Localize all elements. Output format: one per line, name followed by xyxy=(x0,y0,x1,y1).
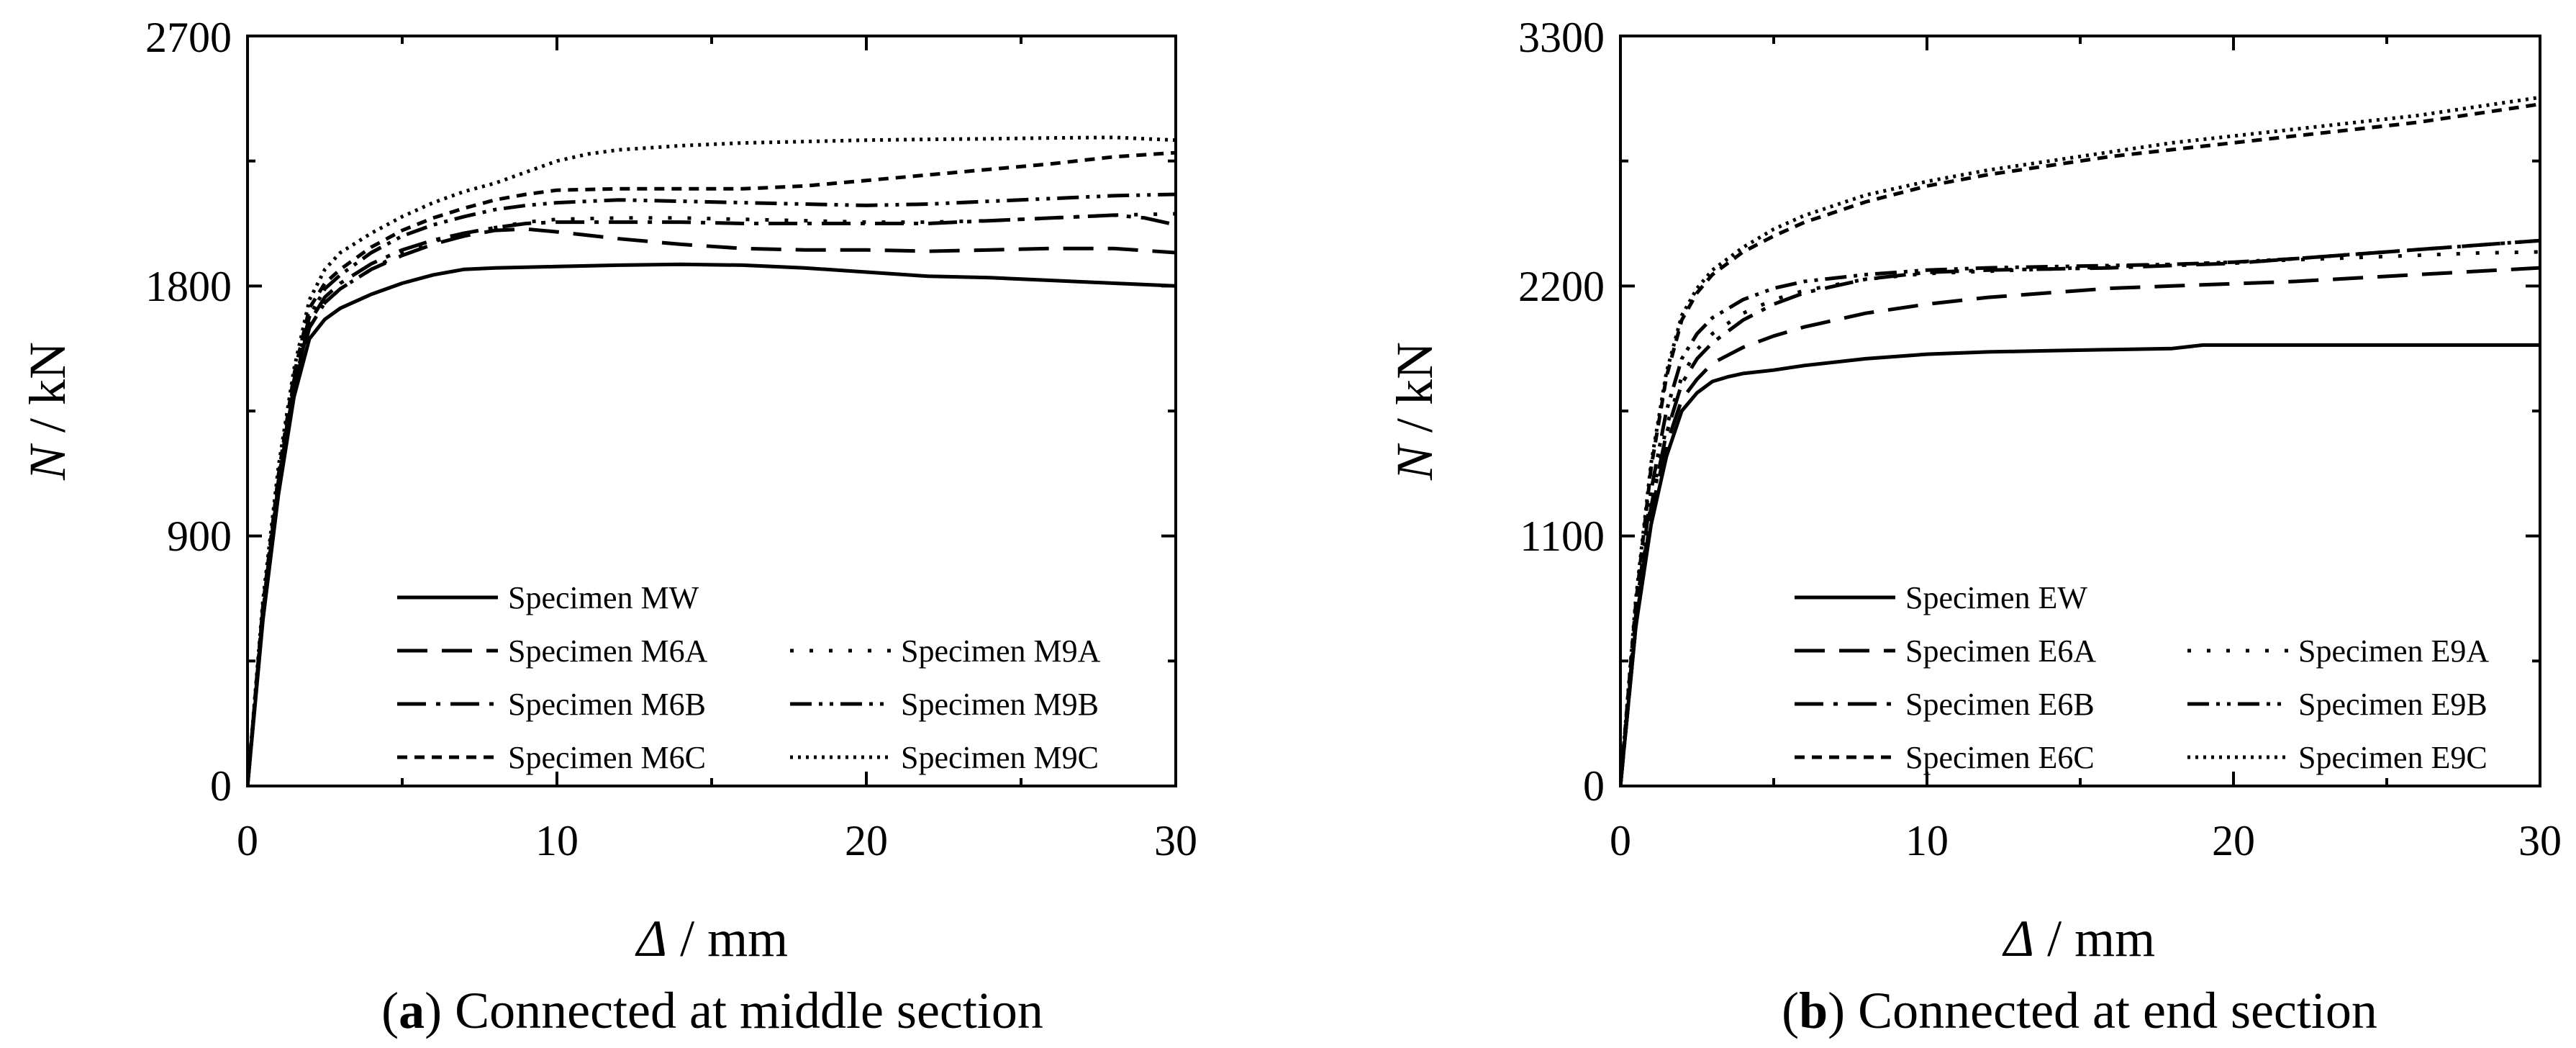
legend-label-specimen-e9c: Specimen E9C xyxy=(2298,740,2487,775)
legend-label-specimen-e9a: Specimen E9A xyxy=(2298,633,2489,669)
y-axis-title-b: N / kN xyxy=(1386,342,1443,481)
x-axis-title-a: Δ / mm xyxy=(635,910,788,967)
legend-item-specimen-m9a: Specimen M9A xyxy=(790,633,1101,669)
legend-label-specimen-e6c: Specimen E6C xyxy=(1905,740,2095,775)
y-tick-label-a-3: 2700 xyxy=(145,14,232,61)
caption-text-b: Connected at end section xyxy=(1858,982,2377,1039)
legend-label-specimen-e9b: Specimen E9B xyxy=(2298,687,2487,722)
series-line-specimen-ew xyxy=(1620,343,2540,786)
caption-text-a: Connected at middle section xyxy=(455,982,1043,1039)
series-line-specimen-m9b xyxy=(248,192,1176,786)
legend-b: Specimen EW Specimen E6A Specimen E6B Speci… xyxy=(1795,580,2489,775)
legend-item-specimen-e9b: Specimen E9B xyxy=(2187,687,2487,722)
legend-label-specimen-e6b: Specimen E6B xyxy=(1905,687,2095,722)
legend-a: Specimen MW Specimen M6A Specimen M6B Speci… xyxy=(397,580,1101,775)
series-line-specimen-e9a xyxy=(1620,250,2540,786)
caption-b: (b) Connected at end section xyxy=(1782,982,2377,1039)
legend-item-specimen-ew: Specimen EW xyxy=(1795,580,2087,615)
x-axis-symbol-a: Δ xyxy=(635,910,667,967)
legend-label-specimen-m6c: Specimen M6C xyxy=(508,740,706,775)
y-axis-symbol-b: N xyxy=(1386,443,1443,481)
x-axis-title-b: Δ / mm xyxy=(2002,910,2155,967)
y-tick-label-b-0: 0 xyxy=(1583,762,1605,810)
x-axis-unit-b: / mm xyxy=(2034,910,2155,967)
y-axis-title-a: N / kN xyxy=(19,342,76,481)
series-line-specimen-e9b xyxy=(1620,238,2540,786)
ticks-group-a xyxy=(246,35,1177,787)
y-axis-unit-a: / kN xyxy=(19,342,76,446)
series-group-b xyxy=(1620,95,2540,786)
legend-item-specimen-e9c: Specimen E9C xyxy=(2187,740,2487,775)
legend-label-specimen-m9b: Specimen M9B xyxy=(901,687,1099,722)
legend-label-specimen-m9c: Specimen M9C xyxy=(901,740,1099,775)
legend-label-specimen-m9a: Specimen M9A xyxy=(901,633,1101,669)
legend-label-specimen-m6b: Specimen M6B xyxy=(508,687,706,722)
chart-panel-b: 0 10 20 30 0 1100 2200 3300 Δ / mm N / k… xyxy=(1386,14,2562,1039)
caption-label-a: a xyxy=(399,982,425,1039)
y-tick-label-b-3: 3300 xyxy=(1518,14,1605,61)
x-tick-label-a-1: 10 xyxy=(535,817,579,864)
y-axis-unit-b: / kN xyxy=(1386,342,1443,446)
x-tick-label-b-0: 0 xyxy=(1610,817,1631,864)
ticks-group-b xyxy=(1619,35,2541,787)
legend-label-specimen-ew: Specimen EW xyxy=(1905,580,2087,615)
series-group-a xyxy=(248,135,1176,786)
y-tick-label-b-1: 1100 xyxy=(1520,512,1605,560)
legend-item-specimen-e6b: Specimen E6B xyxy=(1795,687,2095,722)
legend-item-specimen-e6a: Specimen E6A xyxy=(1795,633,2096,669)
x-tick-label-a-3: 30 xyxy=(1154,817,1197,864)
legend-item-specimen-m6c: Specimen M6C xyxy=(397,740,706,775)
x-axis-unit-a: / mm xyxy=(667,910,788,967)
legend-item-specimen-m9b: Specimen M9B xyxy=(790,687,1099,722)
legend-item-specimen-e6c: Specimen E6C xyxy=(1795,740,2095,775)
legend-item-specimen-m6b: Specimen M6B xyxy=(397,687,706,722)
y-tick-label-a-1: 900 xyxy=(167,512,232,560)
x-tick-label-a-2: 20 xyxy=(845,817,888,864)
legend-item-specimen-m9c: Specimen M9C xyxy=(790,740,1099,775)
x-tick-label-a-0: 0 xyxy=(237,817,258,864)
caption-label-b: b xyxy=(1799,982,1828,1039)
series-line-specimen-mw xyxy=(248,262,1176,786)
legend-item-specimen-mw: Specimen MW xyxy=(397,580,699,615)
legend-label-specimen-m6a: Specimen M6A xyxy=(508,633,708,669)
series-line-specimen-e6c xyxy=(1620,102,2540,786)
y-axis-symbol-a: N xyxy=(19,443,76,481)
x-tick-label-b-3: 30 xyxy=(2518,817,2562,864)
plot-frame-a xyxy=(246,35,1177,787)
legend-item-specimen-m6a: Specimen M6A xyxy=(397,633,708,669)
legend-label-specimen-e6a: Specimen E6A xyxy=(1905,633,2096,669)
x-tick-label-b-1: 10 xyxy=(1905,817,1949,864)
series-line-specimen-m6c xyxy=(248,150,1176,786)
legend-item-specimen-e9a: Specimen E9A xyxy=(2187,633,2489,669)
y-tick-label-a-0: 0 xyxy=(210,762,232,810)
series-line-specimen-e6a xyxy=(1620,266,2540,786)
chart-panel-a: 0 10 20 30 0 900 1800 2700 Δ / mm N / kN… xyxy=(19,14,1197,1039)
series-line-specimen-e9c xyxy=(1620,95,2540,786)
x-axis-symbol-b: Δ xyxy=(2002,910,2034,967)
legend-label-specimen-mw: Specimen MW xyxy=(508,580,699,615)
caption-a: (a) Connected at middle section xyxy=(381,982,1043,1039)
x-tick-label-b-2: 20 xyxy=(2212,817,2255,864)
y-tick-label-b-2: 2200 xyxy=(1518,263,1605,310)
plot-frame-b xyxy=(1619,35,2541,787)
y-tick-label-a-2: 1800 xyxy=(145,263,232,310)
